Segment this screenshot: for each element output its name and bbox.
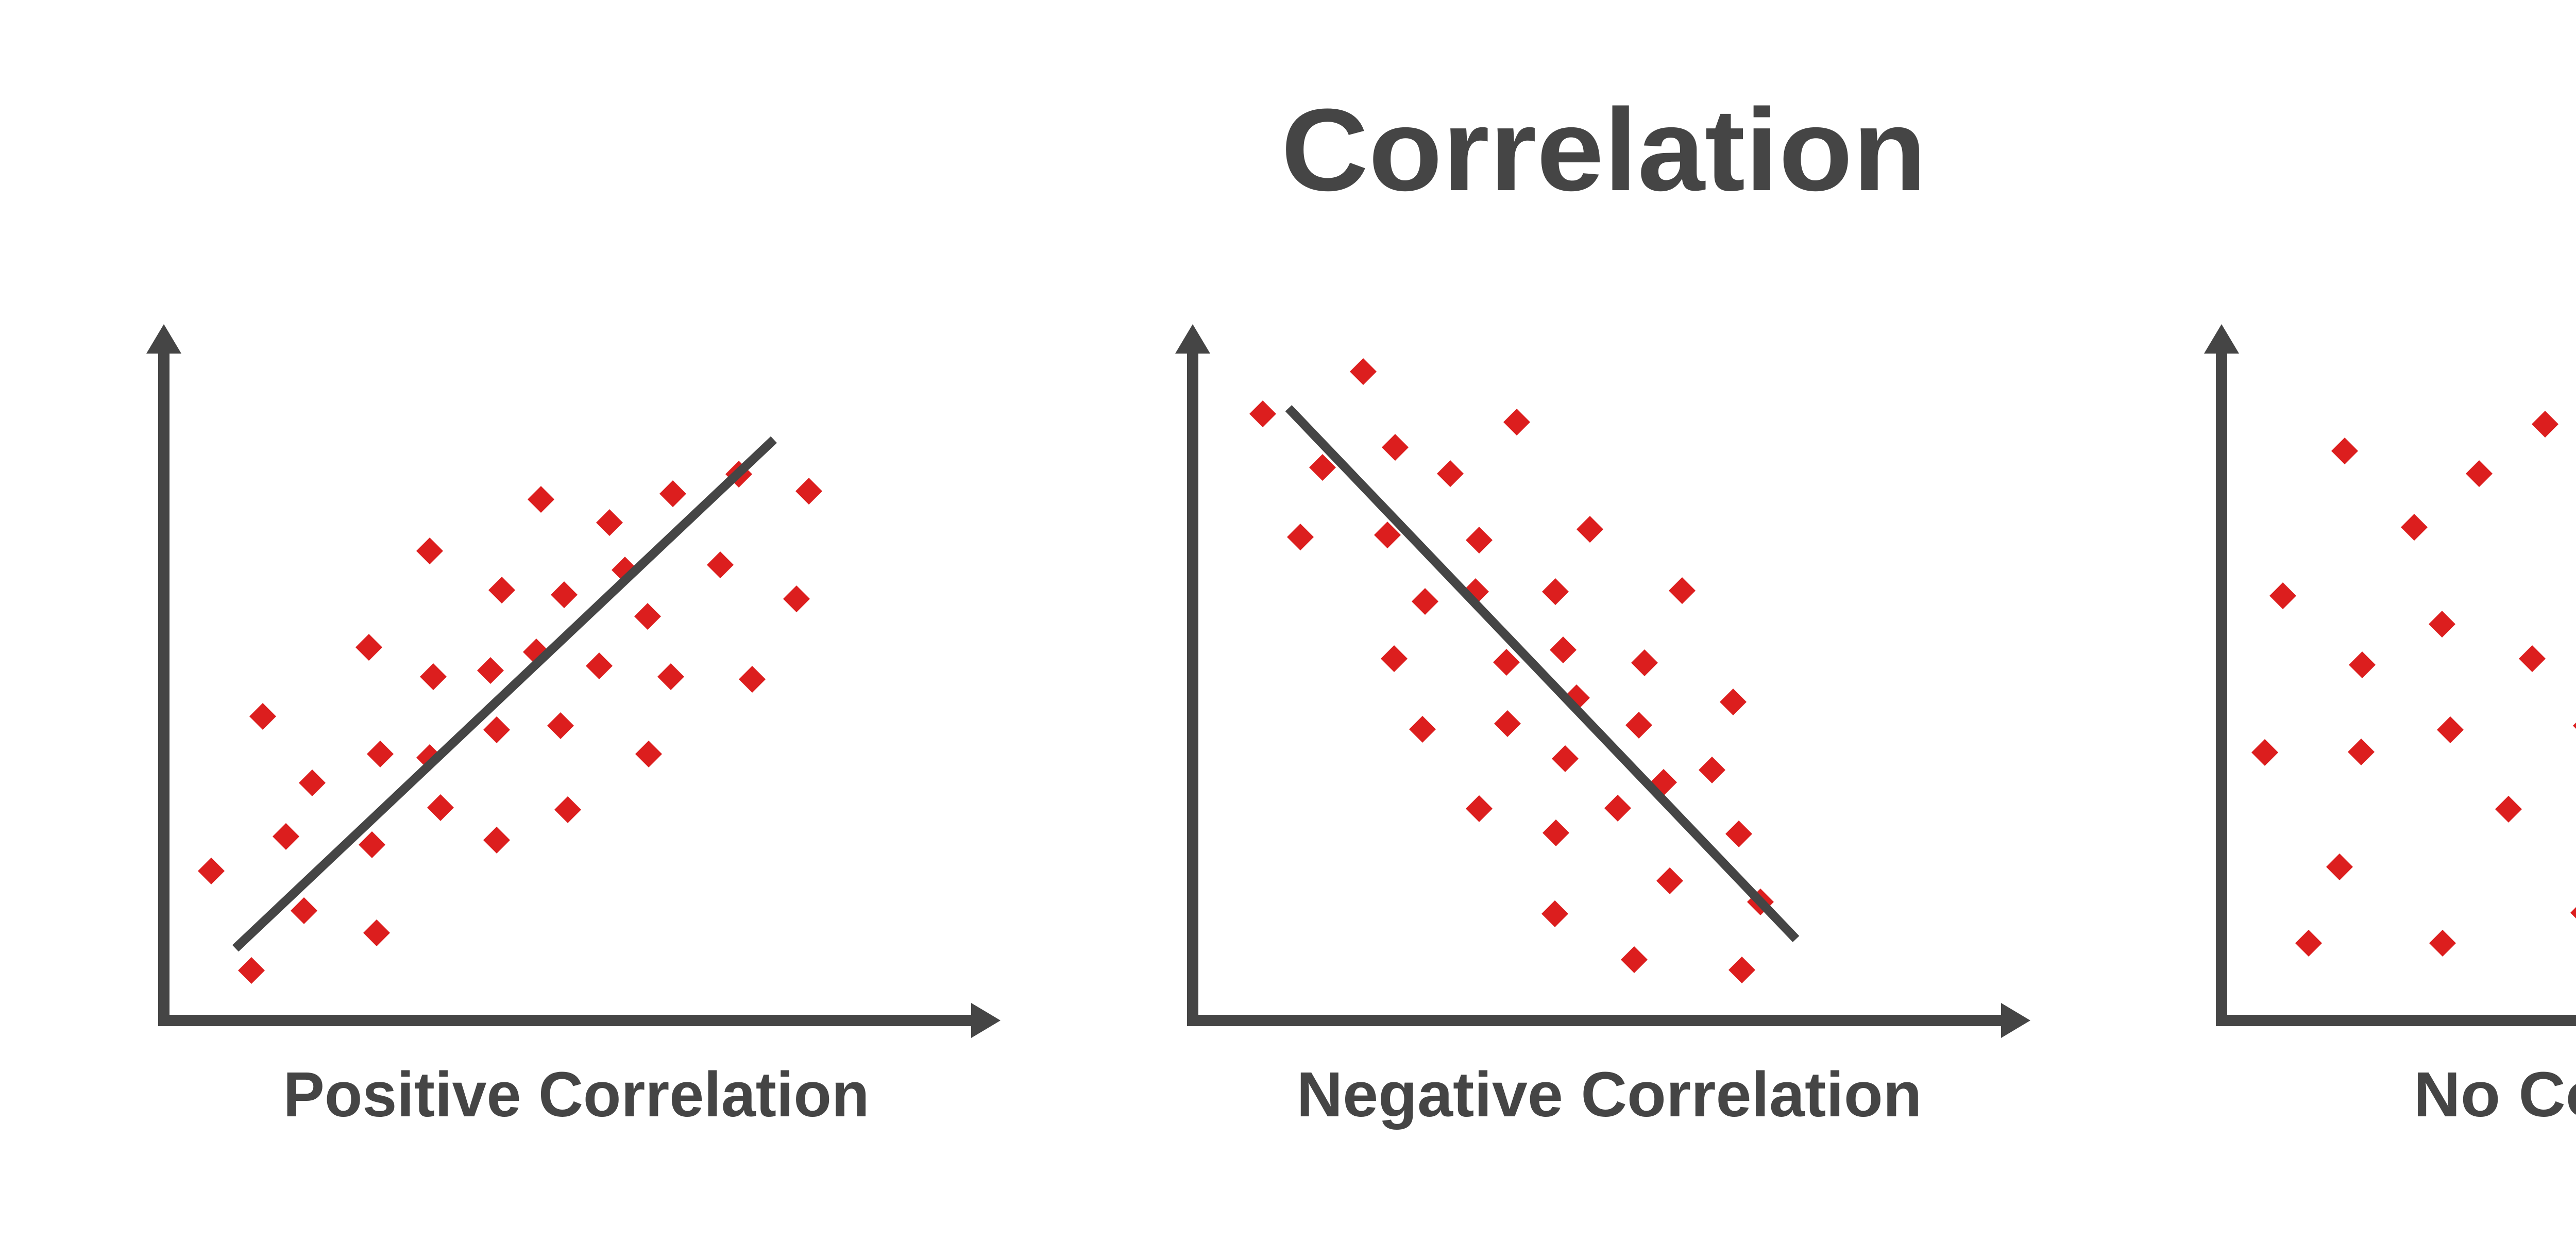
svg-text:Correlation: Correlation — [1281, 85, 1927, 215]
svg-text:Positive Correlation: Positive Correlation — [283, 1060, 870, 1130]
svg-text:Negative Correlation: Negative Correlation — [1297, 1060, 1922, 1130]
svg-text:No Correlation: No Correlation — [2414, 1060, 2576, 1130]
